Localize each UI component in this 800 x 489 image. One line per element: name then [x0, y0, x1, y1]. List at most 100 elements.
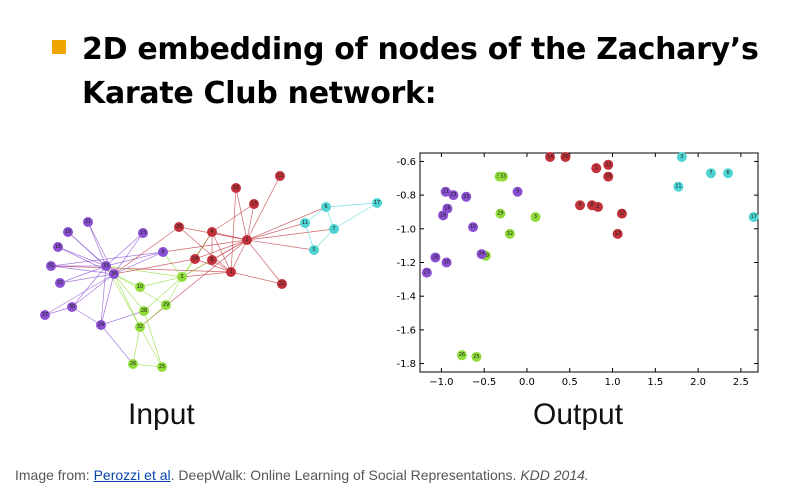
scatter-point-label: 6 [726, 170, 729, 176]
scatter-point: 3 [676, 152, 687, 162]
y-tick-label: -1.4 [396, 292, 416, 303]
graph-edge [139, 239, 248, 328]
scatter-point: 25 [471, 351, 482, 362]
graph-node-label: 29 [163, 302, 169, 308]
graph-node-dot [190, 254, 200, 264]
x-tick-label: 0.0 [519, 377, 535, 385]
graph-node: 13 [249, 199, 259, 209]
graph-edge [59, 265, 107, 284]
graph-node-label: 28 [141, 308, 147, 314]
graph-node: 30 [67, 302, 77, 312]
graph-node-dot [174, 222, 184, 232]
graph-node-dot [128, 359, 138, 369]
graph-node: 33 [101, 261, 111, 271]
graph-node: 34 [109, 269, 119, 279]
graph-edge [100, 273, 115, 326]
graph-node-label: 4 [210, 229, 213, 235]
scatter-point: 3 [530, 212, 541, 223]
graph-node: 14 [190, 254, 200, 264]
scatter-point-dot [530, 212, 541, 223]
caption-prefix: Image from: [15, 467, 94, 483]
graph-edge [211, 231, 232, 273]
scatter-point-label: 10 [470, 224, 476, 230]
graph-node-dot [242, 235, 252, 245]
graph-node-label: 13 [251, 201, 257, 207]
graph-node: 10 [135, 282, 145, 292]
graph-edge [246, 228, 335, 241]
scatter-point-label: 27 [424, 270, 430, 276]
y-tick-label: -0.8 [396, 191, 416, 202]
caption-venue: KDD 2014. [520, 467, 589, 483]
graph-node-label: 32 [137, 324, 143, 330]
graph-node-label: 22 [279, 281, 285, 287]
scatter-point-dot [705, 168, 716, 179]
scatter-point-label: 32 [507, 231, 513, 237]
scatter-point-dot [495, 208, 506, 219]
scatter-point: 9 [512, 186, 523, 197]
plot-frame [419, 152, 759, 373]
scatter-point-dot [430, 252, 441, 263]
scatter-point-label: 8 [590, 202, 593, 208]
graph-node: 9 [158, 247, 168, 257]
graph-node-dot [135, 322, 145, 332]
graph-edge [113, 258, 196, 275]
scatter-point-label: 18 [605, 174, 611, 180]
citation-link[interactable]: Perozzi et al [93, 467, 171, 483]
x-tick-label: 2.5 [733, 377, 749, 385]
graph-node-label: 6 [324, 204, 327, 210]
graph-edge [246, 239, 283, 285]
graph-node-label: 1 [245, 237, 248, 243]
scatter-point-dot [456, 350, 467, 361]
graph-edge [325, 202, 378, 208]
graph-node: 5 [309, 245, 319, 255]
output-label: Output [533, 398, 624, 431]
graph-edge [230, 239, 248, 273]
graph-edge [211, 239, 248, 261]
graph-node-label: 19 [65, 229, 71, 235]
graph-edge [246, 206, 327, 241]
graph-node-dot [275, 171, 285, 181]
graph-node-label: 25 [159, 364, 165, 370]
scatter-point-label: 17 [751, 214, 757, 220]
scatter-point: 33 [498, 171, 509, 182]
graph-node-label: 34 [111, 271, 117, 277]
graph-edge [113, 226, 180, 275]
scatter-point: 10 [468, 222, 479, 233]
graph-node-dot [372, 198, 382, 208]
scatter-point: 32 [504, 228, 515, 239]
scatter-point: 24 [476, 249, 487, 260]
scatter-point: 23 [448, 190, 459, 201]
graph-node-dot [231, 183, 241, 193]
graph-node-label: 20 [176, 224, 182, 230]
scatter-point-label: 12 [619, 211, 625, 217]
scatter-point-label: 29 [497, 211, 503, 217]
scatter-point: 23 [461, 191, 472, 202]
graph-edge [50, 265, 115, 275]
x-tick-label: −1.0 [429, 377, 453, 385]
scatter-point-dot [441, 257, 452, 268]
input-label: Input [128, 398, 195, 431]
graph-node-label: 12 [277, 173, 283, 179]
graph-edge [139, 276, 183, 288]
x-tick-label: 0.5 [562, 377, 578, 385]
scatter-point: 4 [575, 200, 586, 211]
x-tick-label: 2.0 [690, 377, 706, 385]
graph-node: 31 [46, 261, 56, 271]
graph-node-dot [277, 279, 287, 289]
graph-node: 32 [135, 322, 145, 332]
scatter-point-dot [676, 152, 687, 162]
scatter-point: 29 [495, 208, 506, 219]
scatter-point: 12 [616, 208, 627, 219]
scatter-point: 18 [603, 171, 614, 182]
graph-node: 7 [329, 224, 339, 234]
title-bullet [52, 40, 66, 54]
scatter-point-dot [673, 181, 684, 192]
scatter-point-dot [468, 222, 479, 233]
y-tick-label: -1.8 [396, 359, 416, 370]
scatter-point-dot [471, 351, 482, 362]
graph-node: 3 [177, 272, 187, 282]
graph-edge [246, 239, 315, 251]
scatter-point: 7 [705, 168, 716, 179]
graph-edge [194, 258, 232, 273]
graph-edge [139, 326, 163, 368]
